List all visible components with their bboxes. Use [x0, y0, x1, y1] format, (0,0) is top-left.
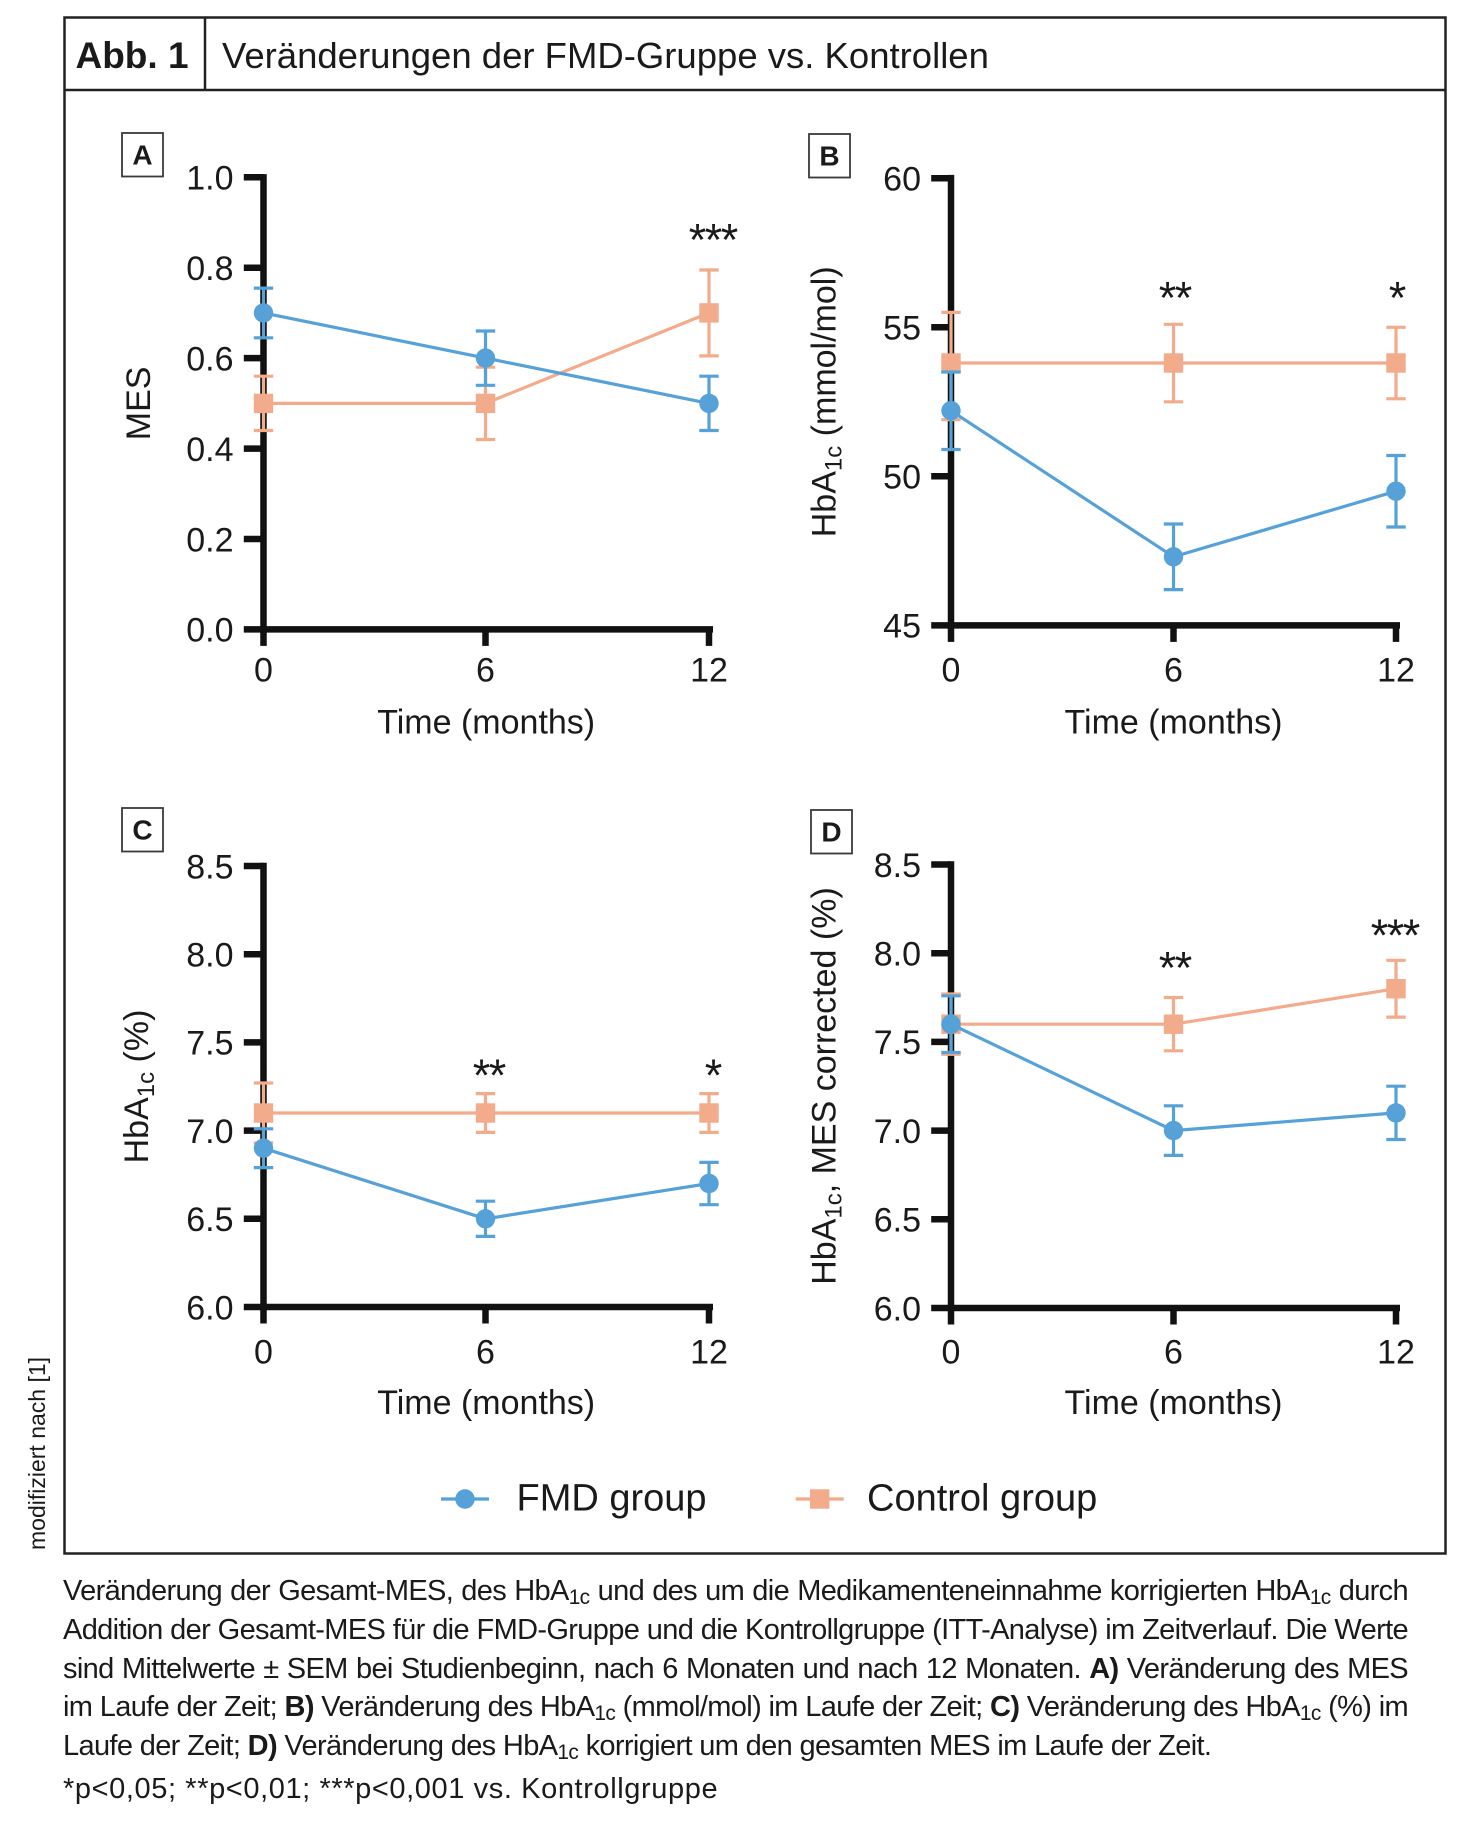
- svg-text:12: 12: [1377, 651, 1415, 689]
- svg-text:***: ***: [1371, 910, 1420, 961]
- svg-text:A: A: [132, 140, 152, 171]
- svg-text:45: 45: [883, 608, 921, 646]
- svg-text:6: 6: [476, 651, 495, 689]
- svg-text:HbA1c (mmol/mol): HbA1c (mmol/mol): [806, 266, 848, 537]
- svg-text:1.0: 1.0: [186, 160, 233, 198]
- svg-text:**: **: [1159, 943, 1192, 994]
- svg-text:**: **: [1159, 272, 1192, 323]
- svg-text:Control group: Control group: [867, 1478, 1097, 1520]
- svg-text:Time (months): Time (months): [1065, 703, 1283, 741]
- svg-text:6.5: 6.5: [186, 1201, 233, 1239]
- svg-text:12: 12: [1377, 1333, 1415, 1371]
- svg-text:0: 0: [942, 1333, 961, 1371]
- svg-text:***: ***: [689, 215, 738, 266]
- svg-text:HbA1c (%): HbA1c (%): [118, 1010, 160, 1164]
- svg-text:Time (months): Time (months): [1065, 1384, 1283, 1422]
- svg-text:**: **: [473, 1050, 506, 1101]
- svg-text:modifiziert nach [1]: modifiziert nach [1]: [24, 1357, 50, 1550]
- svg-text:FMD group: FMD group: [517, 1478, 707, 1520]
- svg-text:0.8: 0.8: [186, 250, 233, 288]
- svg-text:8.5: 8.5: [874, 847, 921, 885]
- svg-text:B: B: [819, 141, 839, 172]
- svg-text:8.0: 8.0: [874, 936, 921, 974]
- svg-text:7.5: 7.5: [186, 1025, 233, 1063]
- svg-text:D: D: [821, 817, 841, 848]
- svg-text:Time (months): Time (months): [377, 1384, 595, 1422]
- svg-text:C: C: [132, 815, 152, 846]
- svg-text:0.6: 0.6: [186, 340, 233, 378]
- svg-text:7.0: 7.0: [874, 1113, 921, 1151]
- svg-text:6.0: 6.0: [186, 1289, 233, 1327]
- svg-text:55: 55: [883, 310, 921, 348]
- svg-text:HbA1c, MES corrected (%): HbA1c, MES corrected (%): [806, 887, 848, 1285]
- svg-text:0: 0: [254, 651, 273, 689]
- svg-text:6: 6: [1164, 1333, 1183, 1371]
- svg-text:*: *: [1389, 272, 1406, 323]
- svg-text:Abb. 1: Abb. 1: [75, 35, 188, 76]
- svg-text:6: 6: [1164, 651, 1183, 689]
- svg-text:12: 12: [690, 1333, 728, 1371]
- svg-text:0.0: 0.0: [186, 612, 233, 650]
- svg-text:60: 60: [883, 161, 921, 199]
- svg-text:7.0: 7.0: [186, 1113, 233, 1151]
- svg-text:0: 0: [254, 1333, 273, 1371]
- svg-text:6: 6: [476, 1333, 495, 1371]
- svg-text:12: 12: [690, 651, 728, 689]
- svg-text:50: 50: [883, 459, 921, 497]
- svg-text:0.4: 0.4: [186, 431, 233, 469]
- svg-text:0: 0: [942, 651, 961, 689]
- svg-text:*: *: [705, 1050, 722, 1101]
- svg-text:Time (months): Time (months): [377, 703, 595, 741]
- svg-text:0.2: 0.2: [186, 521, 233, 559]
- svg-text:MES: MES: [120, 367, 158, 441]
- svg-text:6.5: 6.5: [874, 1202, 921, 1240]
- svg-text:Veränderungen der FMD-Gruppe v: Veränderungen der FMD-Gruppe vs. Kontrol…: [222, 35, 989, 76]
- svg-text:6.0: 6.0: [874, 1290, 921, 1328]
- svg-text:7.5: 7.5: [874, 1024, 921, 1062]
- svg-text:8.5: 8.5: [186, 848, 233, 886]
- svg-text:8.0: 8.0: [186, 937, 233, 975]
